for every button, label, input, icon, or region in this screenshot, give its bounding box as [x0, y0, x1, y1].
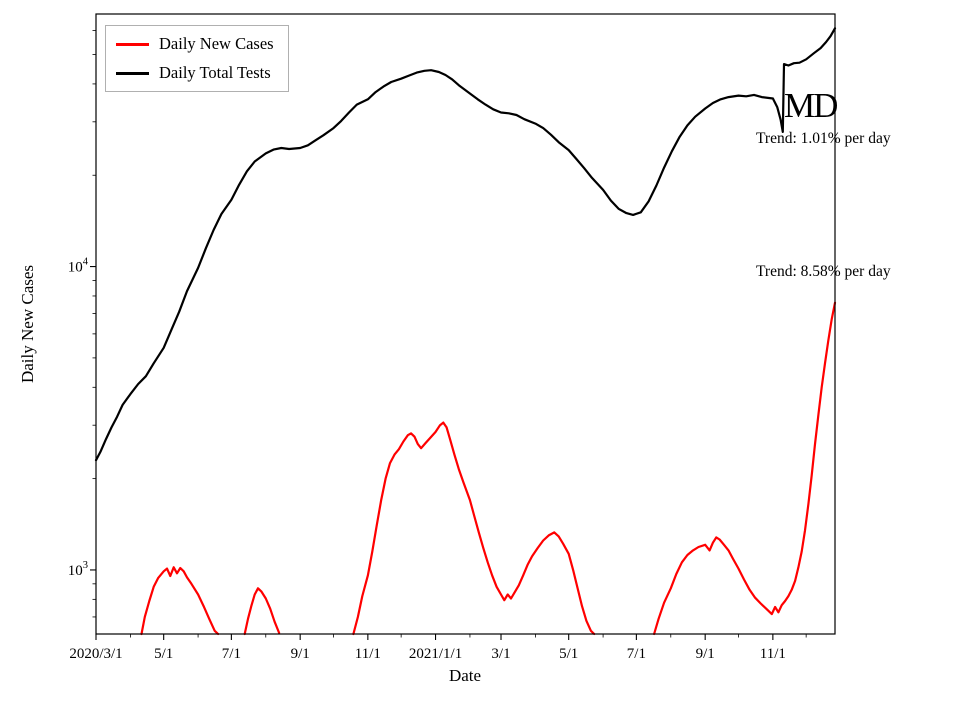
y-axis-label: Daily New Cases [18, 264, 37, 384]
x-tick-label: 2020/3/1 [69, 646, 122, 662]
black-line-swatch [116, 71, 149, 75]
y-tick-label: 104 [68, 257, 89, 276]
x-tick-label: 3/1 [491, 646, 510, 662]
x-tick-label: 9/1 [291, 646, 310, 662]
x-tick-label: 5/1 [154, 646, 173, 662]
red-line-swatch [116, 42, 149, 46]
legend: Daily New Cases Daily Total Tests [105, 25, 289, 92]
x-tick-label: 9/1 [696, 646, 715, 662]
x-tick-label: 11/1 [760, 646, 786, 662]
y-tick-label: 103 [68, 560, 88, 579]
x-tick-label: 2021/1/1 [409, 646, 462, 662]
series-line-daily-new-cases [140, 301, 837, 636]
legend-entry-daily-total-tests: Daily Total Tests [116, 63, 274, 83]
plot-frame [95, 13, 836, 635]
trend-annotation-new-cases: Trend: 8.58% per day [756, 263, 891, 280]
series-line-daily-total-tests [94, 27, 837, 462]
legend-entry-daily-new-cases: Daily New Cases [116, 34, 274, 54]
trend-annotation-total-tests: Trend: 1.01% per day [756, 130, 891, 147]
x-tick-label: 7/1 [222, 646, 241, 662]
x-tick-label: 5/1 [559, 646, 578, 662]
x-tick-label: 7/1 [627, 646, 646, 662]
state-watermark: MD [784, 86, 838, 125]
legend-label: Daily New Cases [159, 34, 274, 53]
legend-label: Daily Total Tests [159, 63, 271, 82]
x-axis-label: Date [448, 666, 482, 685]
x-tick-label: 11/1 [355, 646, 381, 662]
